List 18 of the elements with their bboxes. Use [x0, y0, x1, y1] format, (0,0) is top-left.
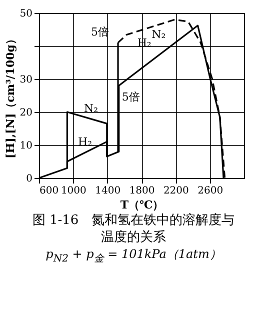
- y-tick-label: 50: [20, 8, 32, 20]
- x-tick-label: 2200: [163, 186, 189, 196]
- y-tick-label: 20: [20, 108, 32, 118]
- x-tick-label: 1400: [95, 186, 121, 196]
- x-tick-label: 1000: [60, 186, 86, 196]
- series-label: N₂: [152, 28, 166, 42]
- x-axis-title: T（℃）: [120, 198, 164, 212]
- text: 图 1-16 氮和氢在铁中的溶解度与温度的关系: [31, 212, 236, 246]
- y-tick-label: 30: [20, 74, 32, 86]
- x-tick-label: 2600: [198, 186, 224, 196]
- annotation: 5倍: [122, 90, 140, 104]
- series-label: N₂: [84, 102, 98, 115]
- x-tick-label: 600: [40, 186, 59, 196]
- y-axis-title: [H],[N]（cm³/100g）: [4, 34, 17, 158]
- y-tick-label: 10: [20, 140, 32, 152]
- y-tick-label: 0: [26, 174, 32, 184]
- x-tick-label: 1800: [129, 186, 155, 196]
- text: p$_{N2}$ + p$_{金}$ = 101kPa（1atm）: [44, 246, 222, 266]
